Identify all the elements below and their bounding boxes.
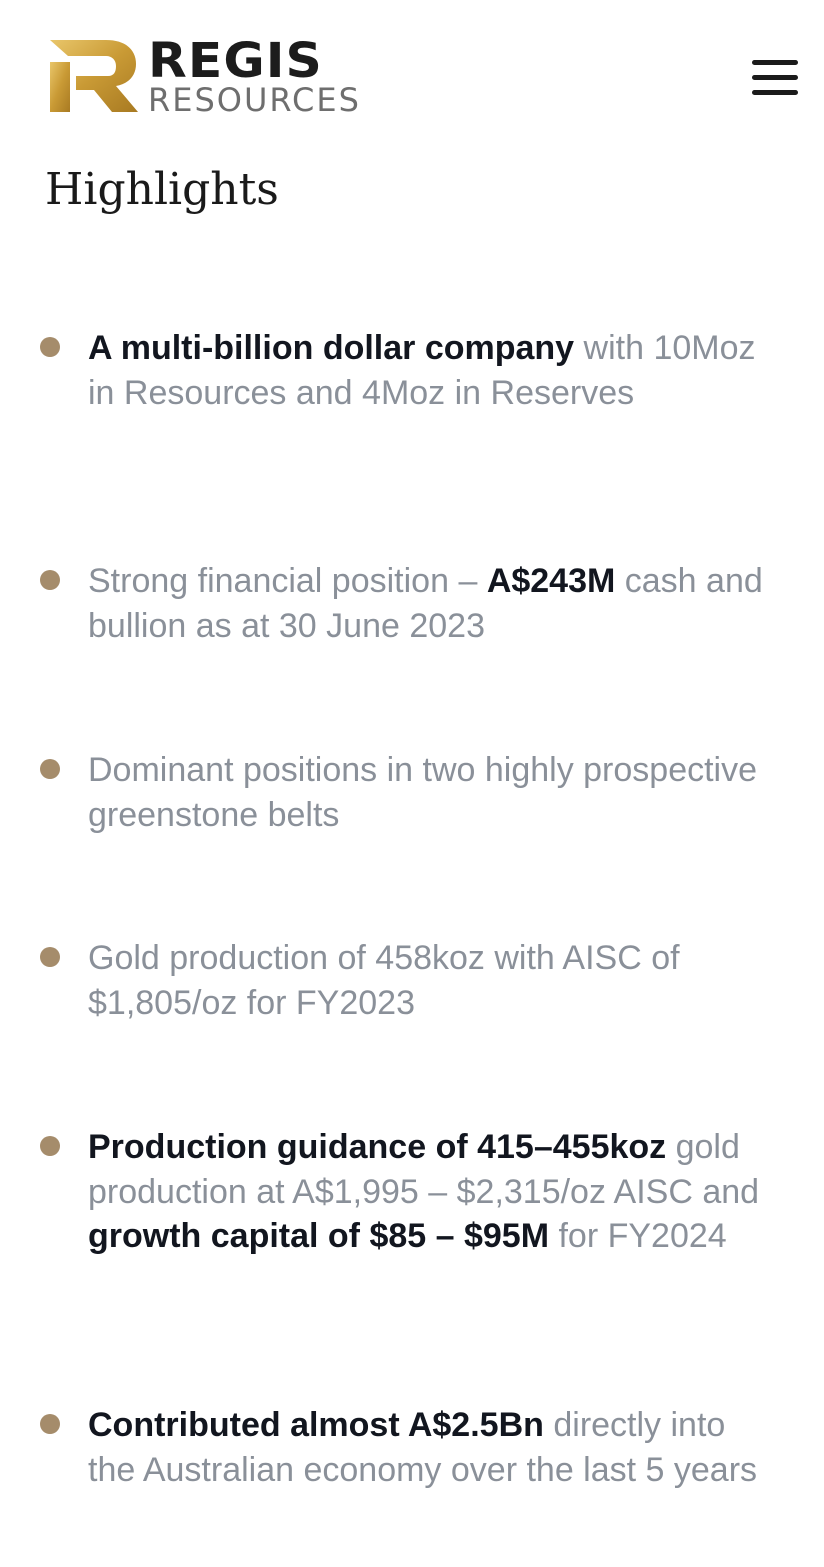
menu-bar xyxy=(752,60,798,65)
bullet-icon xyxy=(40,1136,60,1156)
highlight-text: A multi-billion dollar company with 10Mo… xyxy=(88,326,768,415)
regis-resources-logo[interactable]: REGIS RESOURCES xyxy=(46,36,376,118)
regis-r-logo-mark-icon xyxy=(50,40,138,112)
highlight-body: directly into the Australian economy ove… xyxy=(88,1406,758,1489)
highlight-body: with 10Moz in Resources and 4Moz in Rese… xyxy=(88,329,756,412)
bullet-icon xyxy=(40,759,60,779)
highlight-emphasis: A$243M xyxy=(486,562,616,600)
highlight-text: Gold production of 458koz with AISC of $… xyxy=(88,936,768,1025)
bullet-icon xyxy=(40,947,60,967)
highlight-text: Dominant positions in two highly prospec… xyxy=(88,748,768,837)
page-title: Highlights xyxy=(45,164,279,215)
highlight-body: Dominant positions in two highly prospec… xyxy=(88,751,758,834)
bullet-icon xyxy=(40,337,60,357)
highlight-body: Gold production of 458koz with AISC of $… xyxy=(88,939,680,1022)
highlight-emphasis: growth capital of $85 – $95M xyxy=(88,1217,550,1255)
highlight-body: cash and bullion as at 30 June 2023 xyxy=(88,562,763,645)
highlight-body: for FY2024 xyxy=(549,1217,727,1255)
highlight-emphasis: Contributed almost A$2.5Bn xyxy=(88,1406,544,1444)
highlight-text: Contributed almost A$2.5Bn directly into… xyxy=(88,1403,768,1492)
bullet-icon xyxy=(40,1414,60,1434)
highlight-body: Strong financial position – xyxy=(88,562,487,600)
highlight-emphasis: Production guidance of 415–455koz xyxy=(88,1128,667,1166)
highlight-emphasis: A multi-billion dollar company xyxy=(88,329,575,367)
logo-name: REGIS xyxy=(148,33,323,89)
site-header: REGIS RESOURCES xyxy=(0,0,824,140)
menu-bar xyxy=(752,75,798,80)
highlight-text: Strong financial position – A$243M cash … xyxy=(88,559,768,648)
bullet-icon xyxy=(40,570,60,590)
hamburger-menu-icon[interactable] xyxy=(750,56,800,100)
highlight-body: gold production at A$1,995 – $2,315/oz A… xyxy=(88,1128,760,1211)
menu-bar xyxy=(752,90,798,95)
logo-tagline: RESOURCES xyxy=(148,81,361,119)
highlight-text: Production guidance of 415–455koz gold p… xyxy=(88,1125,768,1259)
